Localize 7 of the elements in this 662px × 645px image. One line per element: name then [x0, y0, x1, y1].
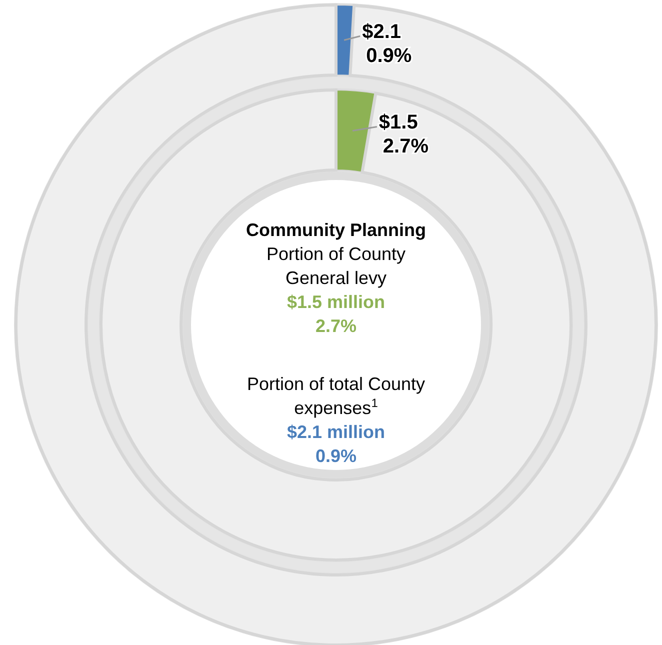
text: $1.5 million 2.7%: [286, 292, 386, 336]
text: $2.1 million 0.9%: [286, 422, 386, 466]
text: Portion of County General levy: [266, 244, 406, 288]
data-label: $2.1 0.9%: [362, 21, 412, 68]
text: Community Planning: [246, 220, 426, 240]
text: Portion of total County expenses$^{1}$: [246, 374, 426, 418]
data-label: $1.5 2.7%: [378, 112, 429, 158]
